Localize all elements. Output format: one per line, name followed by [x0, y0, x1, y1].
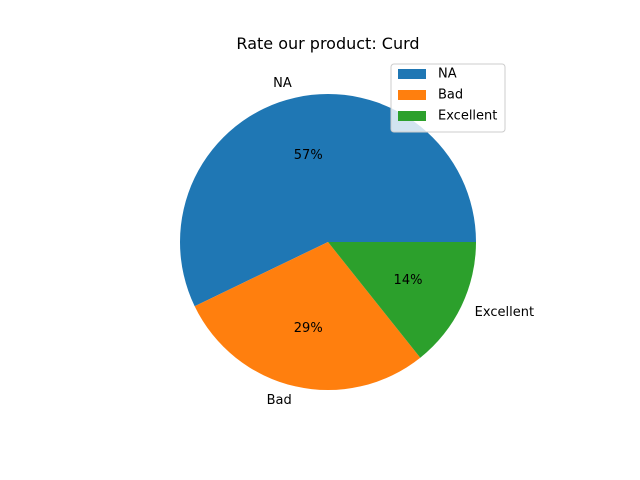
- percent-label-bad: 29%: [294, 321, 323, 336]
- legend-swatch-na: [398, 69, 426, 79]
- legend-label-excellent: Excellent: [438, 109, 497, 124]
- percent-label-na: 57%: [294, 148, 323, 163]
- slice-label-excellent: Excellent: [475, 305, 534, 320]
- legend-label-bad: Bad: [438, 88, 463, 103]
- legend-items: NA Bad Excellent: [398, 67, 497, 124]
- legend: NA Bad Excellent: [390, 63, 506, 133]
- chart-title: Rate our product: Curd: [236, 34, 419, 53]
- slice-label-bad: Bad: [267, 393, 292, 408]
- pie-slice-excellent: [328, 242, 476, 358]
- pie-slice-na: [180, 94, 476, 307]
- legend-label-na: NA: [438, 67, 457, 82]
- slice-label-na: NA: [273, 76, 292, 91]
- pie-slices: [180, 94, 476, 390]
- pie-labels: NA 57% Bad 29% Excellent 14%: [267, 76, 534, 408]
- legend-swatch-excellent: [398, 111, 426, 121]
- percent-label-excellent: 14%: [394, 273, 423, 288]
- pie-slice-bad: [194, 242, 421, 390]
- legend-swatch-bad: [398, 90, 426, 100]
